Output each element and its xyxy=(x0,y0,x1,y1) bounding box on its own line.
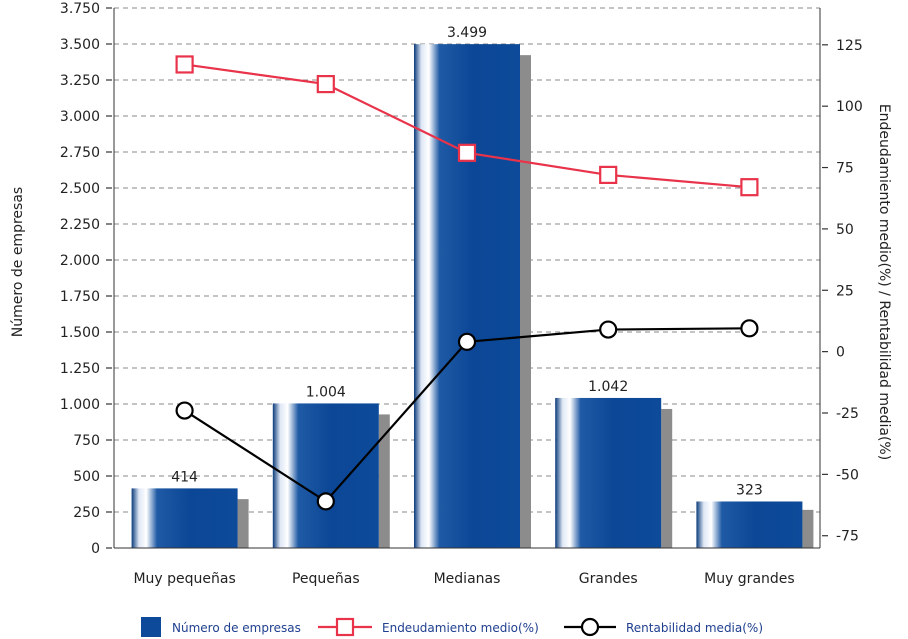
x-tick-label: Muy grandes xyxy=(704,571,795,587)
x-tick-label: Muy pequeñas xyxy=(133,571,235,587)
y-tick-label: 3.500 xyxy=(60,37,100,53)
rentabilidad-point xyxy=(599,320,618,339)
bar xyxy=(131,488,238,548)
endeudamiento-point xyxy=(599,165,618,185)
y2-tick-label: 100 xyxy=(836,99,863,115)
y2-tick-label: 25 xyxy=(836,283,854,299)
bars: 414 1.004 3.499 1.042 323 xyxy=(131,25,814,548)
endeudamiento-point xyxy=(740,178,759,197)
y-tick-label: 2.500 xyxy=(60,181,100,197)
rentabilidad-point xyxy=(740,319,759,338)
x-tick-label: Pequeñas xyxy=(292,571,360,587)
endeudamiento-point xyxy=(457,143,477,162)
y2-tick-label: 0 xyxy=(836,345,845,361)
y-tick-label: 2.750 xyxy=(60,145,100,161)
y2-axis-title: Endeudamiento medio(%) / Rentabilidad me… xyxy=(876,104,892,460)
legend-circle-marker xyxy=(580,617,600,637)
legend-label: Rentabilidad media(%) xyxy=(626,621,763,635)
y-tick-label: 3.250 xyxy=(60,73,100,89)
bar xyxy=(272,403,379,548)
y-tick-label: 1.750 xyxy=(60,289,100,305)
y-axis-title: Número de empresas xyxy=(10,187,26,337)
bar-shadow xyxy=(802,509,814,548)
bar-shadow xyxy=(237,499,249,548)
y-tick-label: 1.500 xyxy=(60,325,100,341)
rentabilidad-point xyxy=(457,332,477,351)
bar-data-label: 3.499 xyxy=(447,25,487,41)
bar-shadow xyxy=(661,408,673,548)
bar-data-label: 323 xyxy=(736,482,763,498)
legend-square-marker xyxy=(335,617,355,637)
bar-data-label: 414 xyxy=(171,469,198,485)
y-tick-label: 0 xyxy=(91,541,100,557)
y2-tick-label: 125 xyxy=(836,38,863,54)
bar-data-label: 1.004 xyxy=(306,384,346,400)
y2-tick-label: 75 xyxy=(836,161,854,177)
y-tick-label: 1.000 xyxy=(60,397,100,413)
bar-shadow xyxy=(378,414,390,548)
endeudamiento-point xyxy=(316,74,335,94)
y2-tick-label: -75 xyxy=(836,529,859,545)
legend-label: Endeudamiento medio(%) xyxy=(382,621,539,635)
y2-tick-label: -50 xyxy=(836,467,859,483)
y-tick-label: 750 xyxy=(73,433,100,449)
endeudamiento-point xyxy=(175,55,194,74)
rentabilidad-point xyxy=(316,492,335,511)
y2-tick-label: -25 xyxy=(836,406,859,422)
y-tick-label: 3.000 xyxy=(60,109,100,125)
y-tick-label: 2.250 xyxy=(60,217,100,233)
bar-data-label: 1.042 xyxy=(588,379,628,395)
y-tick-label: 500 xyxy=(73,469,100,485)
axes: 02505007501.0001.2501.5001.7502.0002.250… xyxy=(60,1,863,587)
y-tick-label: 2.000 xyxy=(60,253,100,269)
legend-bar-swatch xyxy=(141,617,161,637)
bar xyxy=(414,44,520,548)
legend-label: Número de empresas xyxy=(172,621,301,635)
bar xyxy=(696,501,803,548)
x-tick-label: Medianas xyxy=(434,571,501,587)
rentabilidad-point xyxy=(175,401,194,420)
bar xyxy=(555,397,662,548)
legend: Número de empresas Endeudamiento medio(%)… xyxy=(141,617,763,637)
x-tick-label: Grandes xyxy=(579,571,638,587)
series-lines xyxy=(175,55,759,511)
y-tick-label: 1.250 xyxy=(60,361,100,377)
y2-tick-label: 50 xyxy=(836,222,854,238)
y-tick-label: 3.750 xyxy=(60,1,100,17)
y-tick-label: 250 xyxy=(73,505,100,521)
bar-shadow xyxy=(520,55,531,548)
